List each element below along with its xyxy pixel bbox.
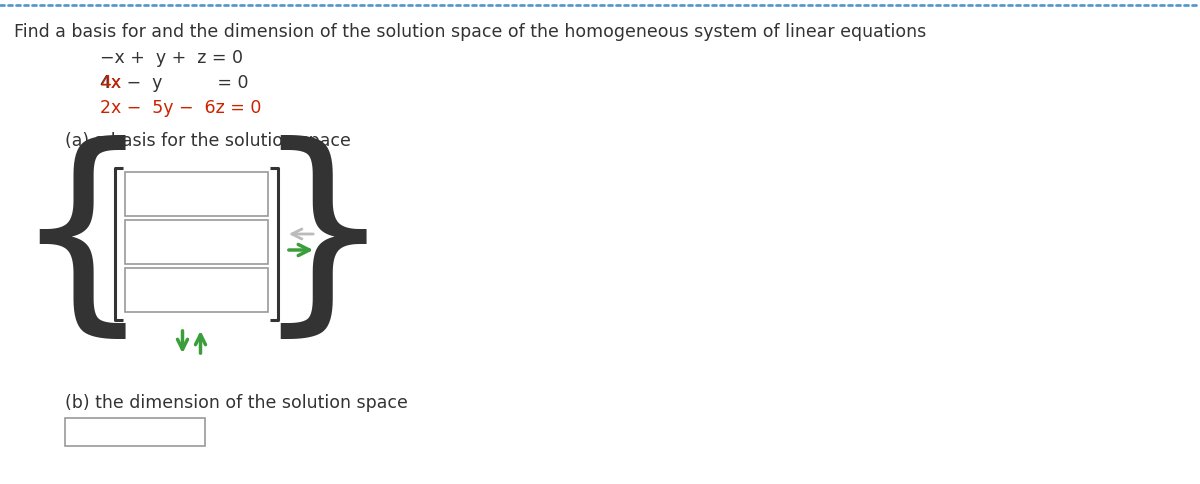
Text: Find a basis for and the dimension of the solution space of the homogeneous syst: Find a basis for and the dimension of th…: [14, 23, 926, 41]
Text: 4x −  y          = 0: 4x − y = 0: [100, 74, 248, 92]
Bar: [125, 268, 268, 312]
Text: 4x: 4x: [100, 74, 121, 92]
Text: (a) a basis for the solution space: (a) a basis for the solution space: [65, 132, 350, 150]
Bar: [125, 220, 268, 264]
Text: 2x −  5y −  6z = 0: 2x − 5y − 6z = 0: [100, 99, 262, 117]
Text: {: {: [11, 135, 152, 349]
Text: (b) the dimension of the solution space: (b) the dimension of the solution space: [65, 394, 408, 412]
Bar: [125, 172, 268, 216]
Bar: [65, 418, 205, 446]
Text: −x +  y +  z = 0: −x + y + z = 0: [100, 49, 242, 67]
Text: }: }: [252, 135, 394, 349]
